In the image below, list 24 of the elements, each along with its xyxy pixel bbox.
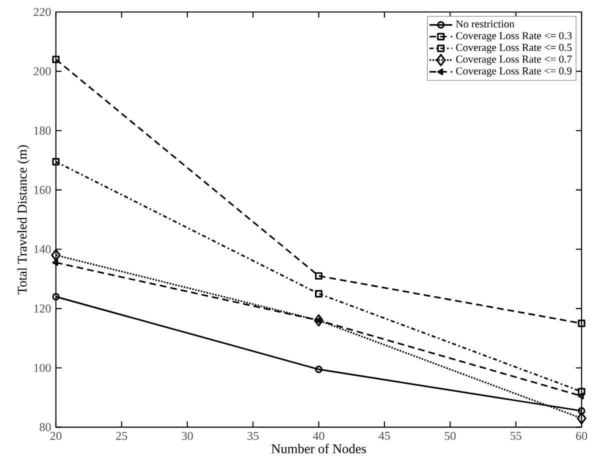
x-tick-label: 45	[378, 432, 390, 440]
y-tick-label: 140	[34, 245, 51, 254]
x-tick-label: 35	[248, 432, 259, 440]
y-tick-label: 100	[34, 364, 51, 372]
y-tick-label: 120	[34, 304, 51, 313]
x-tick-label: 40	[312, 432, 324, 440]
x-axis-title: Number of Nodes	[271, 444, 366, 454]
legend-label: Coverage Loss Rate <= 0.3	[456, 32, 572, 42]
x-tick-label: 25	[116, 432, 128, 440]
y-tick-label: 160	[34, 186, 51, 194]
y-tick-label: 180	[34, 126, 51, 135]
legend-label: Coverage Loss Rate <= 0.5	[456, 44, 572, 54]
legend-label: Coverage Loss Rate <= 0.7	[456, 56, 572, 65]
y-axis-title: Total Traveled Distance (m)	[17, 145, 30, 294]
x-tick-label: 20	[50, 432, 62, 440]
x-tick-label: 55	[510, 432, 522, 440]
y-tick-label: 80	[40, 423, 51, 432]
legend-label: Coverage Loss Rate <= 0.9	[456, 67, 572, 77]
x-tick-label: 50	[444, 432, 456, 440]
x-tick-label: 30	[182, 432, 193, 440]
y-tick-label: 220	[34, 8, 51, 16]
y-tick-label: 200	[34, 67, 51, 76]
x-tick-label: 60	[576, 432, 588, 440]
legend-label: No restriction	[456, 20, 514, 28]
